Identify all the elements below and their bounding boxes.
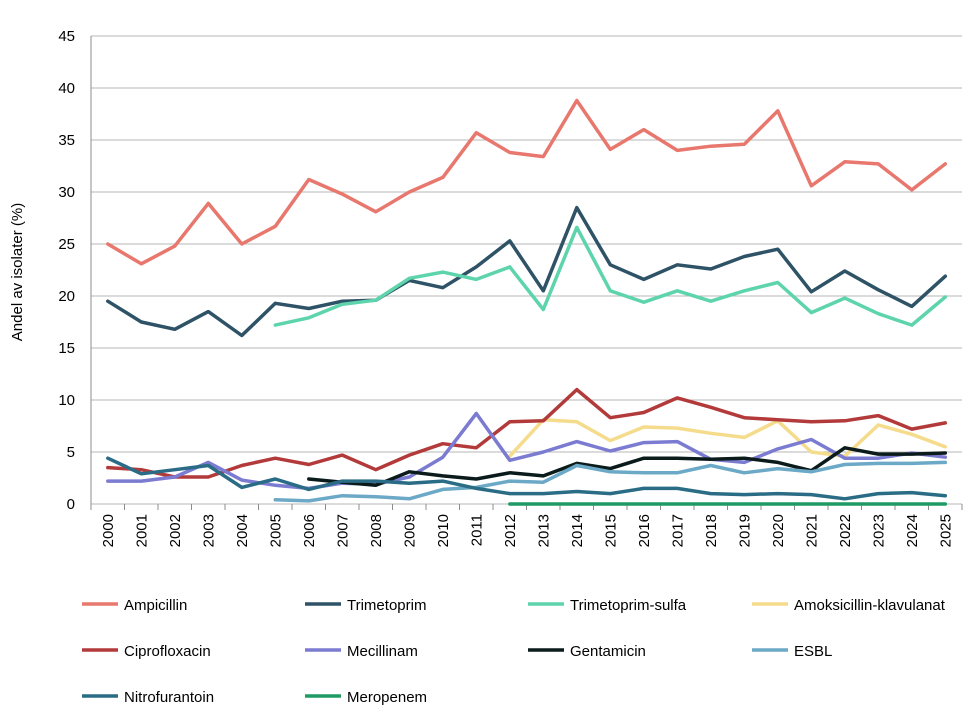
y-tick-label: 30 — [58, 184, 75, 201]
y-tick-label: 35 — [58, 132, 75, 149]
legend-label: Amoksicillin-klavulanat — [794, 597, 946, 614]
x-tick-label: 2021 — [803, 514, 820, 547]
x-tick-label: 2024 — [904, 514, 921, 547]
y-tick-label: 45 — [58, 28, 75, 45]
x-tick-label: 2009 — [401, 514, 418, 547]
x-tick-label: 2019 — [736, 514, 753, 547]
x-tick-label: 2001 — [133, 514, 150, 547]
legend: Ampicillin Trimetoprim Trimetoprim-sulfa Am… — [82, 597, 946, 706]
y-axis-title: Andel av isolater (%) — [9, 203, 26, 341]
legend-label: Mecillinam — [347, 643, 418, 660]
x-tick-label: 2020 — [770, 514, 787, 547]
y-tick-label: 15 — [58, 340, 75, 357]
x-tick-label: 2006 — [301, 514, 318, 547]
x-tick-label: 2011 — [468, 514, 485, 546]
x-tick-label: 2025 — [937, 514, 954, 547]
x-tick-label: 2008 — [368, 514, 385, 547]
legend-item-trimetoprim-sulfa: Trimetoprim-sulfa — [528, 597, 687, 614]
x-tick-label: 2018 — [703, 514, 720, 547]
x-tick-label: 2003 — [200, 514, 217, 547]
series-line-amoksicillin-klavulanat — [508, 418, 948, 458]
y-tick-label: 0 — [67, 496, 75, 513]
legend-item-meropenem: Meropenem — [305, 689, 427, 706]
legend-label: Meropenem — [347, 689, 427, 706]
x-tick-label: 2023 — [870, 514, 887, 547]
series-line-esbl — [273, 460, 948, 503]
x-tick-label: 2005 — [267, 514, 284, 547]
legend-item-nitrofurantoin: Nitrofurantoin — [82, 689, 214, 706]
legend-item-ciprofloxacin: Ciprofloxacin — [82, 643, 211, 660]
legend-item-trimetoprim: Trimetoprim — [305, 597, 426, 614]
series-line-trimetoprim — [106, 205, 948, 338]
legend-label: Ampicillin — [124, 597, 187, 614]
y-tick-label: 5 — [67, 444, 75, 461]
legend-item-gentamicin: Gentamicin — [528, 643, 646, 660]
x-tick-label: 2014 — [569, 514, 586, 547]
x-tick-label: 2015 — [602, 514, 619, 547]
gridlines — [91, 35, 962, 505]
x-tick-label: 2000 — [100, 514, 117, 547]
x-tick-label: 2016 — [636, 514, 653, 547]
series-line-mecillinam — [106, 411, 948, 491]
legend-item-mecillinam: Mecillinam — [305, 643, 418, 660]
x-tick-label: 2022 — [837, 514, 854, 547]
x-tick-label: 2007 — [334, 514, 351, 547]
series-line-gentamicin — [307, 446, 948, 488]
y-tick-label: 40 — [58, 80, 75, 97]
series-line-trimetoprim-sulfa — [273, 225, 948, 327]
legend-label: Ciprofloxacin — [124, 643, 211, 660]
legend-label: ESBL — [794, 643, 832, 660]
x-tick-label: 2017 — [669, 514, 686, 547]
legend-item-ampicillin: Ampicillin — [82, 597, 187, 614]
x-tick-label: 2012 — [502, 514, 519, 547]
legend-item-amoksicillin-klavulanat: Amoksicillin-klavulanat — [752, 597, 946, 614]
legend-label: Gentamicin — [570, 643, 646, 660]
y-tick-label: 10 — [58, 392, 75, 409]
series-line-ciprofloxacin — [106, 387, 948, 479]
legend-label: Trimetoprim-sulfa — [570, 597, 687, 614]
series-line-ampicillin — [106, 98, 948, 266]
series-lines — [106, 98, 948, 506]
x-tick-label: 2013 — [535, 514, 552, 547]
y-tick-label: 20 — [58, 288, 75, 305]
x-tick-label: 2010 — [435, 514, 452, 547]
legend-label: Nitrofurantoin — [124, 689, 214, 706]
x-tick-label: 2004 — [234, 514, 251, 547]
legend-item-esbl: ESBL — [752, 643, 832, 660]
x-tick-label: 2002 — [167, 514, 184, 547]
series-line-nitrofurantoin — [106, 456, 948, 501]
legend-label: Trimetoprim — [347, 597, 426, 614]
y-tick-label: 25 — [58, 236, 75, 253]
